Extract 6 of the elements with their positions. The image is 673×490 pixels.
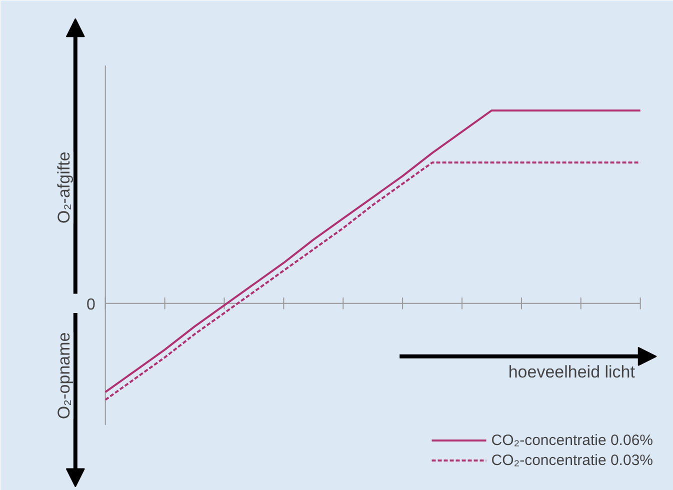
y-axis-title: O₂-afgifte bbox=[54, 152, 74, 224]
text: O₂-opname bbox=[54, 332, 74, 420]
text: 0 bbox=[86, 296, 96, 314]
legend-label: CO₂-concentratie 0.06% bbox=[491, 432, 653, 448]
legend-label: CO₂-concentratie 0.03% bbox=[491, 452, 653, 468]
x-axis-title: hoeveelheid licht bbox=[508, 362, 636, 382]
